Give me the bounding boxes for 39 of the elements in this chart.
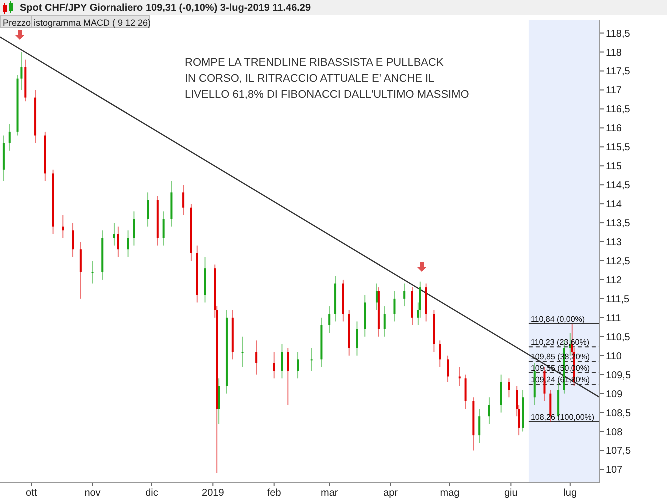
y-tick-label: 114,5	[606, 180, 631, 192]
annotation: istogramma MACD ( 9 12 26)	[34, 18, 152, 28]
x-tick-label: dic	[146, 488, 158, 499]
x-tick-label: feb	[267, 488, 282, 499]
y-tick-label: 108,5	[606, 408, 632, 420]
y-tick-label: 118	[606, 48, 622, 59]
ref-line-label: 110,84 (0,00%)	[530, 314, 586, 324]
y-tick-label: 107,5	[606, 446, 632, 458]
y-tick-label: 108	[606, 427, 624, 438]
x-tick-label: ott	[26, 488, 38, 499]
y-tick-label: 116	[606, 124, 622, 135]
x-tick-label: nov	[84, 488, 101, 499]
y-tick-label: 115,5	[606, 142, 631, 154]
y-tick-label: 118,5	[606, 28, 631, 40]
y-tick-label: 113,5	[606, 218, 631, 230]
y-tick-label: 112,5	[606, 256, 631, 268]
annotation: Prezzo	[3, 18, 32, 28]
y-tick-label: 109	[606, 389, 624, 400]
y-tick-label: 117	[606, 86, 622, 97]
y-tick-label: 115	[606, 162, 622, 173]
y-tick-label: 114	[606, 200, 622, 211]
chart-title: Spot CHF/JPY Giornaliero 109,31 (-0,10%) 3-lug-2019 11.46.29	[20, 3, 312, 14]
y-tick-label: 107	[606, 465, 624, 476]
y-tick-label: 113	[606, 238, 622, 249]
y-tick-label: 110,5	[606, 332, 631, 344]
x-tick-label: mag	[440, 488, 460, 499]
x-tick-label: mar	[320, 488, 339, 499]
y-tick-label: 112	[606, 275, 622, 286]
y-tick-label: 110	[606, 351, 622, 362]
y-tick-label: 117,5	[606, 66, 631, 78]
x-tick-label: giu	[504, 488, 518, 499]
y-tick-label: 109,5	[606, 370, 632, 382]
x-tick-label: apr	[384, 488, 399, 499]
y-tick-label: 111,5	[606, 294, 630, 306]
annotation: ROMPE LA TRENDLINE RIBASSISTA E PULLBACK IN CORSO, IL RITRACCIO ATTUALE E' ANCHE IL LIVELLO 61,8% DI FIBONACCI DALL'ULTIMO MASSIMO	[185, 57, 470, 101]
y-tick-label: 116,5	[606, 104, 631, 116]
x-tick-label: 2019	[202, 488, 225, 499]
x-tick-label: lug	[564, 488, 578, 499]
y-tick-label: 111	[606, 313, 622, 324]
